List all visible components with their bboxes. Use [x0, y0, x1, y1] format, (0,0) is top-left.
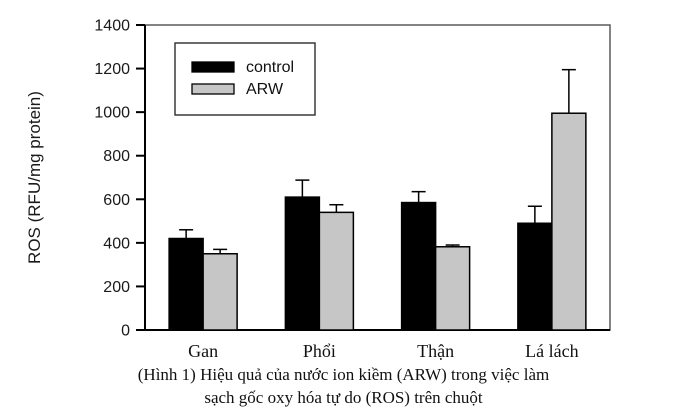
- bar-control-2: [400, 201, 437, 331]
- y-tick-label: 200: [103, 279, 130, 296]
- bar-control-3: [517, 222, 553, 331]
- x-tick-label: Phổi: [303, 341, 336, 361]
- bar-ARW-3: [551, 112, 587, 331]
- x-tick-label: Lá lách: [525, 341, 578, 361]
- y-tick-label: 1000: [94, 105, 130, 122]
- legend-swatch-control: [191, 61, 235, 73]
- bar-control-1: [284, 196, 321, 331]
- y-tick-label: 1400: [94, 18, 130, 35]
- legend-label-ARW: ARW: [246, 81, 284, 98]
- bar-control-0: [168, 237, 204, 331]
- legend-swatch-ARW: [191, 83, 235, 95]
- bar-ARW-1: [318, 211, 355, 331]
- y-tick-label: 400: [103, 235, 130, 252]
- x-tick-label: Thận: [417, 341, 454, 361]
- y-tick-label: 1200: [94, 61, 130, 78]
- y-tick-label: 0: [121, 323, 130, 340]
- legend-box: [174, 42, 316, 116]
- caption-line-2: sạch gốc oxy hóa tự do (ROS) trên chuột: [204, 388, 483, 407]
- caption-line-1: (Hình 1) Hiệu quả của nước ion kiềm (ARW…: [137, 365, 550, 384]
- bar-ARW-2: [434, 246, 471, 331]
- legend-label-control: control: [246, 59, 294, 76]
- y-tick-label: 600: [103, 192, 130, 209]
- bar-ARW-0: [202, 253, 238, 331]
- y-axis-title: ROS (RFU/mg protein): [25, 91, 44, 264]
- ros-bar-chart: 0 200 400 600 800 1000 1200 1400 ROS (RFU/mg pro…: [25, 18, 611, 361]
- y-tick-label: 800: [103, 148, 130, 165]
- x-tick-label: Gan: [188, 341, 218, 361]
- figure-caption: (Hình 1) Hiệu quả của nước ion kiềm (ARW…: [0, 363, 687, 409]
